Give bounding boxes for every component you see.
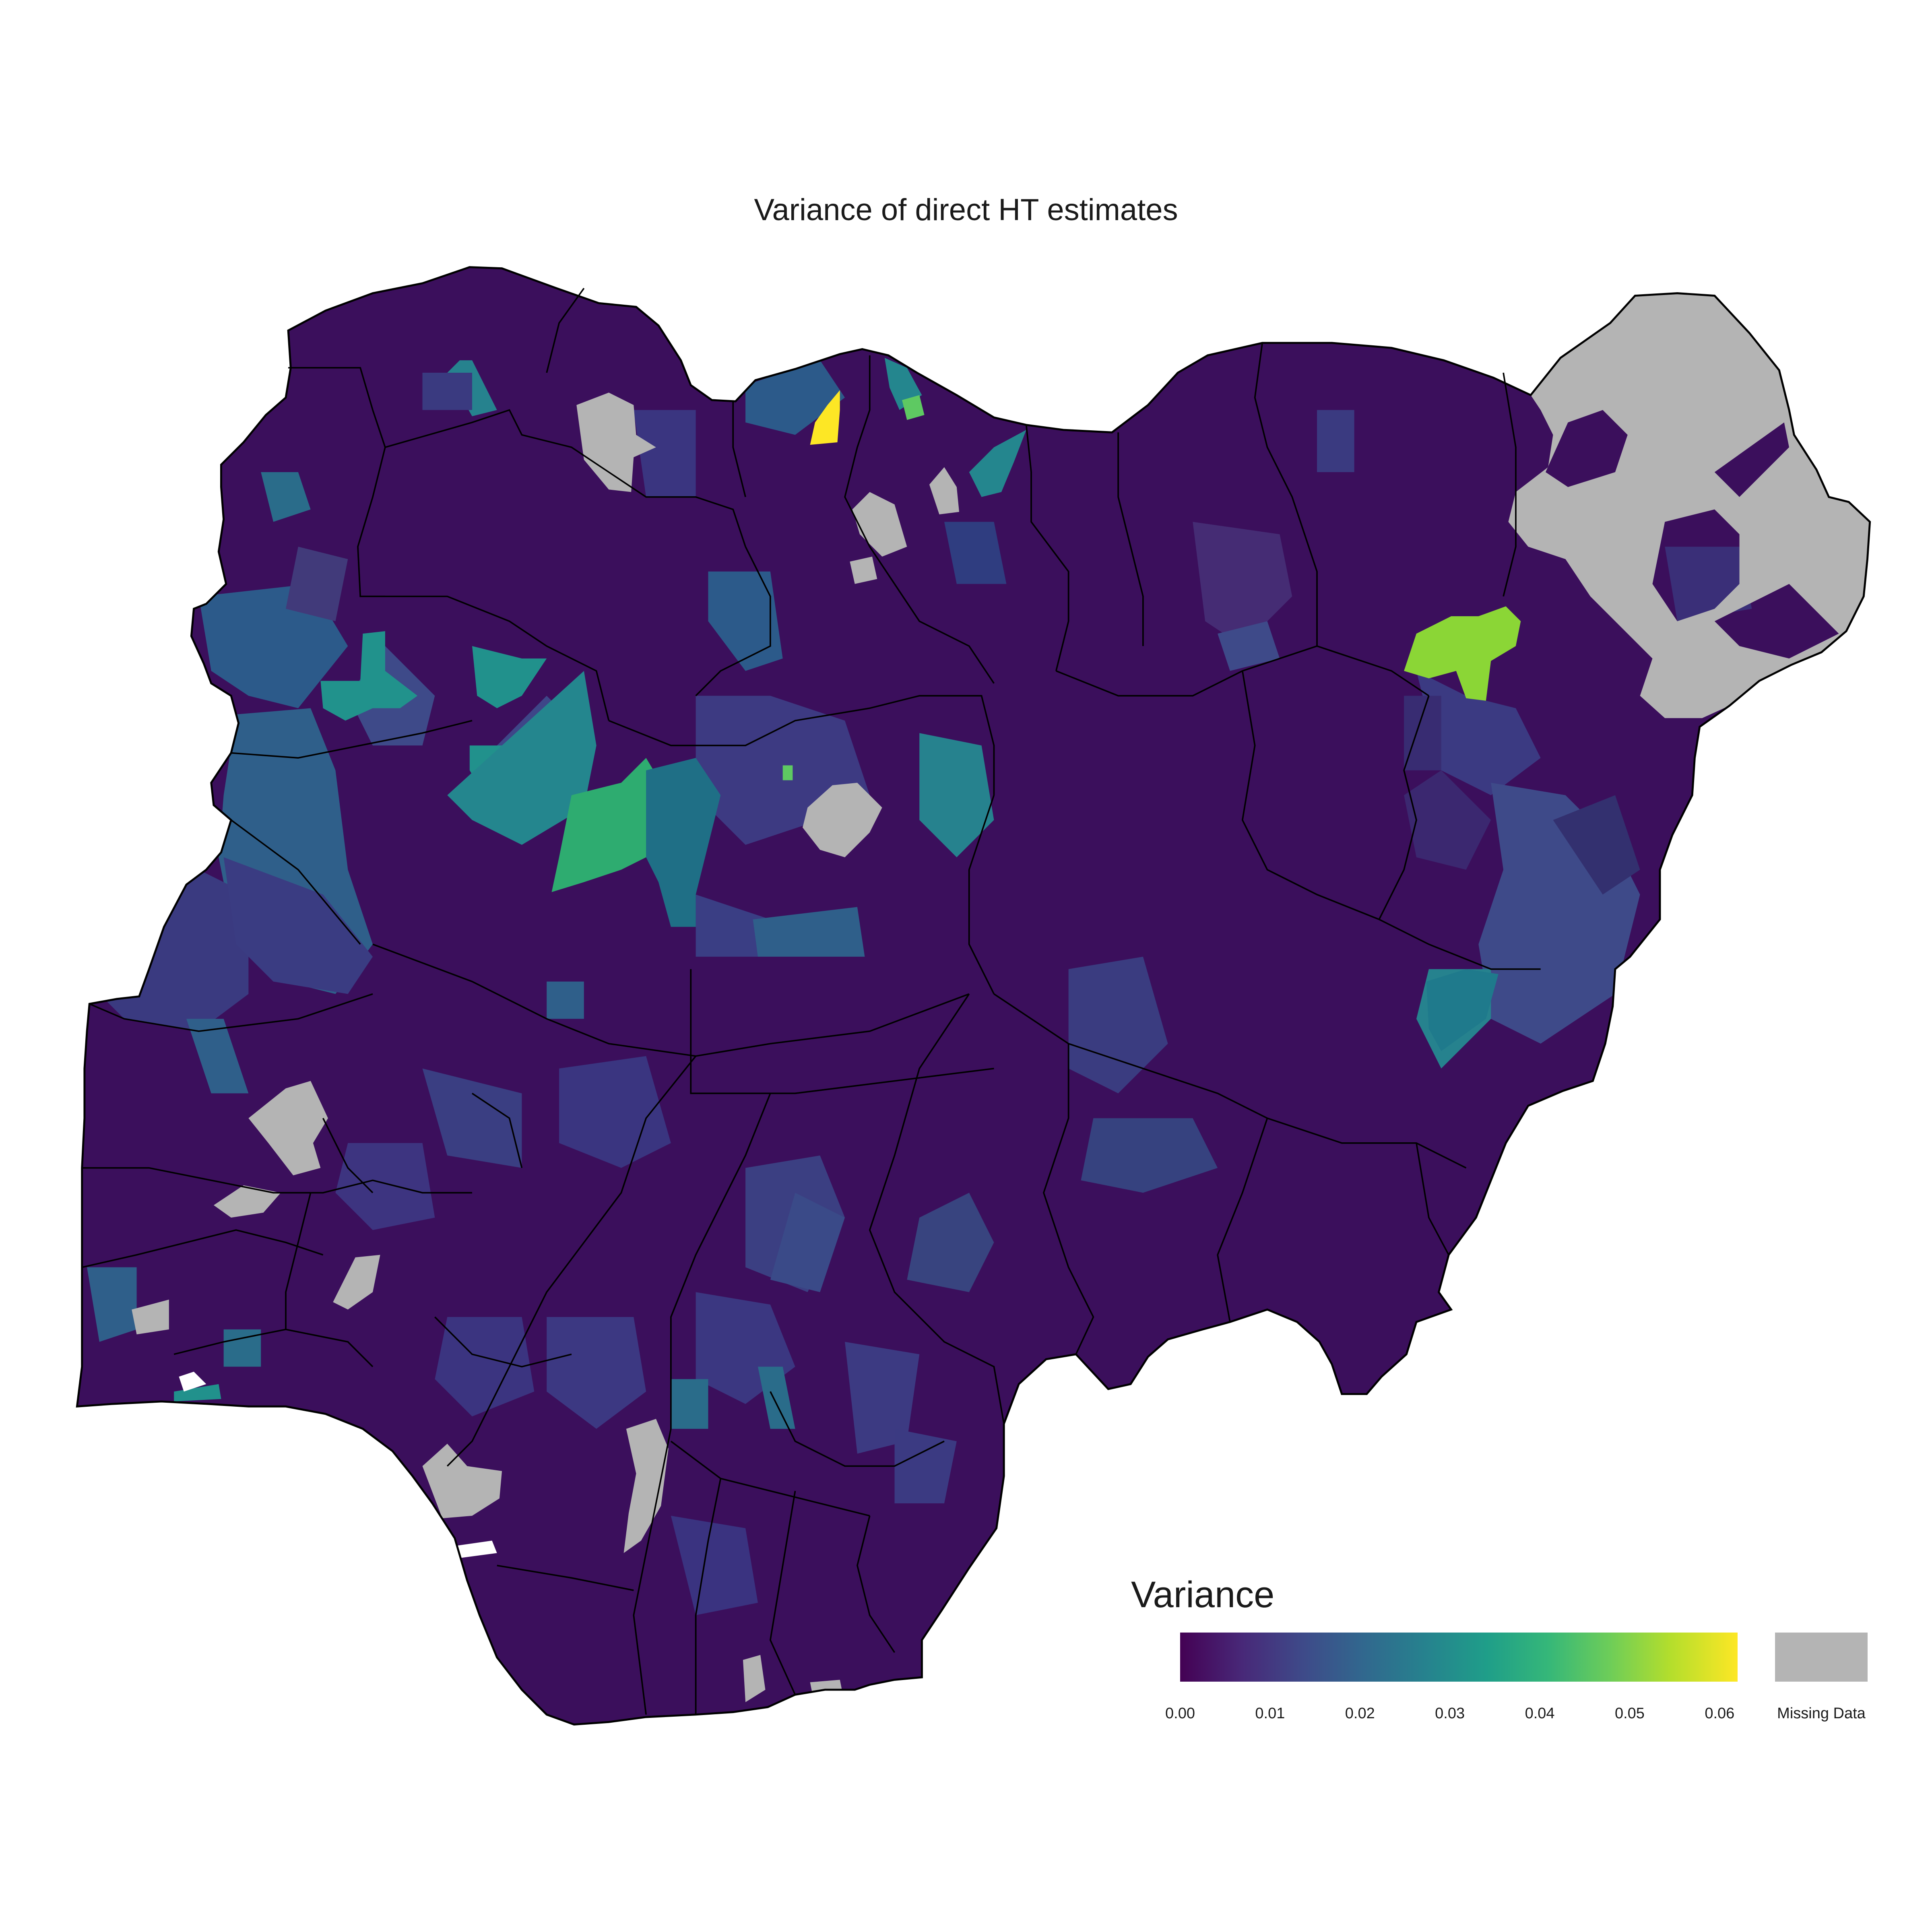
legend-tick-label: 0.04 xyxy=(1525,1705,1555,1722)
legend-tick-label: 0.00 xyxy=(1165,1705,1195,1722)
legend-missing-label: Missing Data xyxy=(1777,1705,1866,1722)
legend-title: Variance xyxy=(1131,1574,1275,1615)
legend-missing-swatch xyxy=(1775,1633,1868,1682)
map-title: Variance of direct HT estimates xyxy=(754,193,1178,227)
legend-tick-label: 0.03 xyxy=(1435,1705,1465,1722)
legend-color-bar xyxy=(1180,1633,1738,1682)
legend-tick-label: 0.05 xyxy=(1614,1705,1645,1722)
legend-tick-label: 0.06 xyxy=(1705,1705,1735,1722)
legend-tick-label: 0.02 xyxy=(1345,1705,1375,1722)
legend-tick-label: 0.01 xyxy=(1255,1705,1285,1722)
